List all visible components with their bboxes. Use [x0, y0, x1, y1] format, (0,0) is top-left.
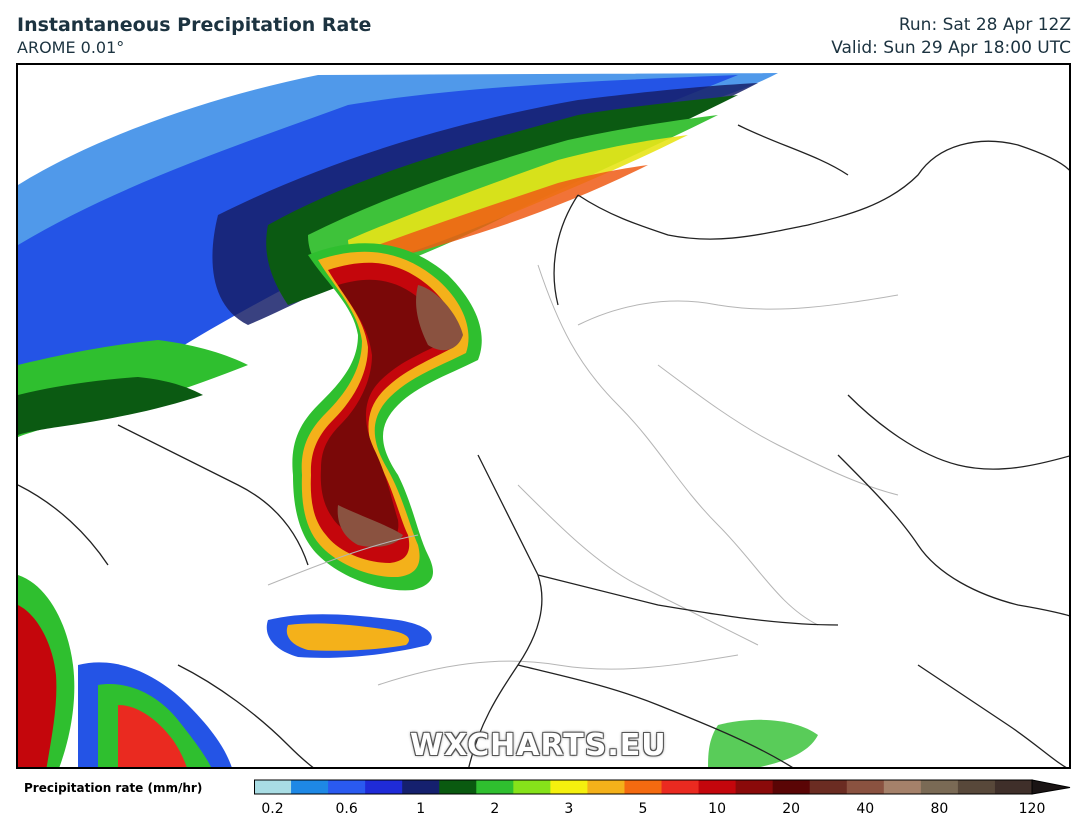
colorbar-segment — [513, 780, 551, 794]
precipitation-colorbar — [254, 779, 1071, 795]
river-lines — [267, 264, 899, 686]
colorbar-segment — [328, 780, 366, 794]
colorbar-segment — [254, 780, 292, 794]
colorbar-tick-label: 0.2 — [261, 801, 284, 817]
colorbar-segment — [772, 780, 811, 794]
colorbar-segment — [624, 780, 663, 794]
colorbar-tick-label: 3 — [564, 801, 574, 817]
colorbar-segment — [439, 780, 477, 794]
colorbar-tick-label: 80 — [930, 801, 949, 817]
run-label: Run: Sat 28 Apr 12Z — [898, 15, 1071, 35]
map-panel — [16, 63, 1071, 769]
model-label: AROME 0.01° — [17, 38, 125, 57]
colorbar-extend-arrow — [1031, 779, 1071, 795]
colorbar-tick-label: 5 — [638, 801, 648, 817]
colorbar-tick-label: 1 — [416, 801, 426, 817]
colorbar-tick-label: 2 — [490, 801, 500, 817]
colorbar-segment — [291, 780, 329, 794]
colorbar-segment — [365, 780, 403, 794]
chart-title: Instantaneous Precipitation Rate — [17, 14, 372, 36]
colorbar-tick-label: 40 — [856, 801, 875, 817]
colorbar-tick-label: 10 — [708, 801, 727, 817]
precip-convective-line — [292, 243, 482, 591]
colorbar-segment — [809, 780, 848, 794]
colorbar-segment — [550, 780, 588, 794]
colorbar-tick-label: 0.6 — [335, 801, 358, 817]
colorbar-segment — [846, 780, 885, 794]
colorbar-segment — [587, 780, 625, 794]
colorbar-tick-label: 20 — [782, 801, 801, 817]
valid-time-label: Valid: Sun 29 Apr 18:00 UTC — [831, 38, 1071, 58]
colorbar-segment — [735, 780, 774, 794]
colorbar-segment — [402, 780, 440, 794]
precip-southwest-cells — [18, 575, 818, 767]
precipitation-map — [18, 73, 1069, 767]
border-lines — [18, 124, 1069, 767]
legend-label: Precipitation rate (mm/hr) — [24, 781, 203, 795]
colorbar-tick-label: 120 — [1018, 801, 1046, 817]
colorbar-segment — [698, 780, 737, 794]
colorbar-segment — [476, 780, 514, 794]
colorbar-segment — [920, 780, 959, 794]
colorbar-segment — [661, 780, 700, 794]
colorbar-segment — [957, 780, 996, 794]
colorbar-segment — [883, 780, 922, 794]
watermark: WXCHARTS.EU — [410, 728, 667, 763]
colorbar-segment — [994, 780, 1033, 794]
